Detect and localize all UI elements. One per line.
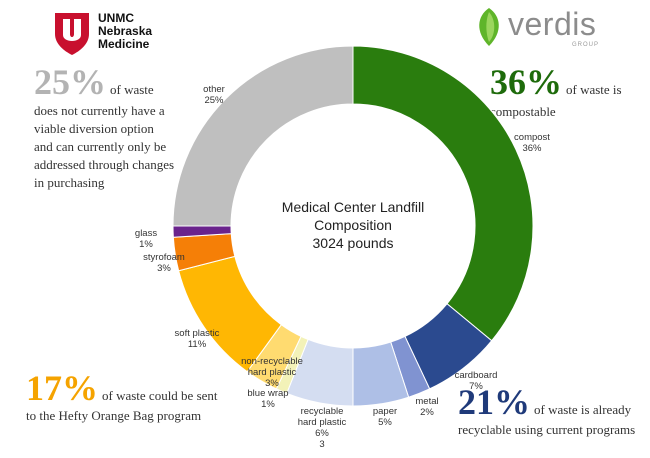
slice-label-cardboard: cardboard 7% (454, 370, 498, 392)
slice-label-metal: metal 2% (415, 396, 439, 418)
unmc-text: UNMC Nebraska Medicine (98, 12, 152, 51)
donut-slices (172, 45, 534, 407)
callout-other-body: does not currently have a viable diversi… (34, 103, 175, 190)
callout-compost-percent: 36% (490, 62, 562, 102)
slice-label-soft-plastic: soft plastic 11% (174, 328, 220, 350)
slice-label-paper: paper 5% (372, 406, 398, 428)
unmc-line2: Nebraska (98, 24, 153, 38)
slice-label-blue-wrap: blue wrap 1% (247, 388, 289, 410)
callout-compost-body: compostable (490, 104, 556, 119)
chart-title-line1: Medical Center Landfill (281, 199, 425, 215)
slice-label-compost: compost 36% (514, 132, 550, 154)
chart-title-line3: 3024 pounds (312, 235, 394, 251)
verdis-sub: GROUP (572, 42, 600, 48)
unmc-logo: UNMC Nebraska Medicine (52, 10, 162, 58)
chart-center-title: Medical Center Landfill Composition 3024… (253, 198, 453, 252)
chart-title-line2: Composition (314, 217, 392, 233)
callout-compost-lead: of waste is (566, 82, 622, 97)
callout-orange-percent: 17% (26, 368, 98, 408)
callout-other: 25% of waste does not currently have a v… (34, 64, 214, 192)
unmc-shield-icon (55, 13, 89, 55)
unmc-line3: Medicine (98, 37, 150, 51)
slice-other (172, 45, 354, 227)
callout-recycle-body: recyclable using current programs (458, 422, 636, 437)
callout-orange-lead: of waste could be sent (102, 388, 218, 403)
slice-compost (352, 45, 534, 342)
slice-label-glass: glass 1% (134, 228, 158, 250)
callout-recycle-percent: 21% (458, 382, 530, 422)
unmc-line1: UNMC (98, 11, 134, 25)
leaf-icon (479, 8, 499, 46)
callout-orange: 17% of waste could be sent to the Hefty … (26, 370, 256, 424)
callout-other-percent: 25% (34, 62, 106, 102)
slice-label-non-recyclable-hard-plastic: non-recyclable hard plastic 3% (241, 356, 303, 389)
callout-compost: 36% of waste is compostable (490, 64, 650, 120)
callout-recycle-lead: of waste is already (534, 402, 632, 417)
slice-label-styrofoam: styrofoam 3% (143, 252, 185, 274)
verdis-logo: verdis GROUP (472, 4, 602, 50)
callout-other-lead: of waste (110, 82, 154, 97)
callout-recycle: 21% of waste is already recyclable using… (458, 384, 648, 438)
slice-label-recyclable-hard-plastic: recyclable hard plastic 6% 3 (297, 406, 347, 450)
slice-label-other: other 25% (203, 84, 225, 106)
callout-orange-body: to the Hefty Orange Bag program (26, 408, 202, 423)
verdis-name: verdis (508, 6, 597, 42)
